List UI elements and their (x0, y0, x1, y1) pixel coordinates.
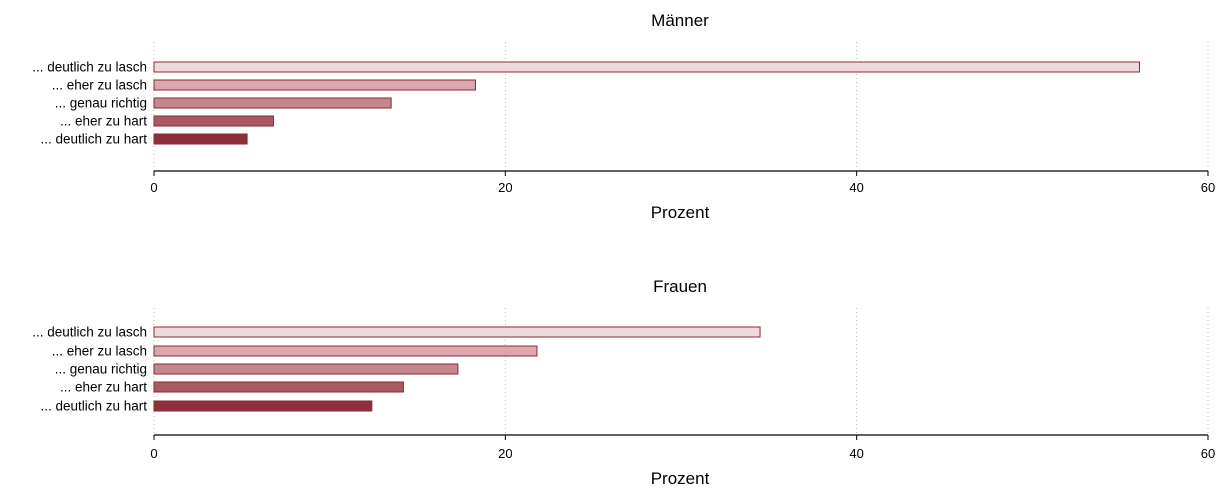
category-label: ... eher zu lasch (52, 78, 147, 93)
bar (153, 61, 1140, 73)
category-label: ... genau richtig (55, 96, 147, 111)
x-tick-label: 40 (849, 446, 863, 461)
x-tick-label: 0 (150, 446, 157, 461)
bar (153, 363, 459, 375)
category-label: ... deutlich zu lasch (32, 60, 147, 75)
chart-title: Frauen (653, 277, 707, 296)
bar (153, 133, 248, 145)
category-label: ... eher zu hart (60, 380, 147, 395)
bar (153, 115, 274, 127)
category-label: ... genau richtig (55, 362, 147, 377)
x-tick-label: 20 (498, 180, 512, 195)
x-tick-label: 60 (1201, 446, 1215, 461)
x-axis-label: Prozent (651, 469, 710, 488)
x-tick-label: 60 (1201, 180, 1215, 195)
bar (153, 345, 538, 357)
category-label: ... deutlich zu lasch (32, 325, 147, 340)
chart-title: Männer (651, 11, 709, 30)
bar (153, 326, 761, 338)
x-tick-label: 20 (498, 446, 512, 461)
category-label: ... deutlich zu hart (40, 399, 147, 414)
x-axis-label: Prozent (651, 203, 710, 222)
x-tick-label: 0 (150, 180, 157, 195)
bar (153, 400, 373, 412)
bar (153, 97, 392, 109)
x-tick-label: 40 (849, 180, 863, 195)
bar (153, 79, 476, 91)
category-label: ... deutlich zu hart (40, 132, 147, 147)
panel-maenner: Männer ... deutlich zu lasch ... eher zu l… (32, 11, 1215, 222)
category-label: ... eher zu hart (60, 114, 147, 129)
panel-frauen: Frauen ... deutlich zu lasch ... eher zu l… (32, 277, 1215, 488)
bar (153, 381, 404, 393)
category-label: ... eher zu lasch (52, 344, 147, 359)
